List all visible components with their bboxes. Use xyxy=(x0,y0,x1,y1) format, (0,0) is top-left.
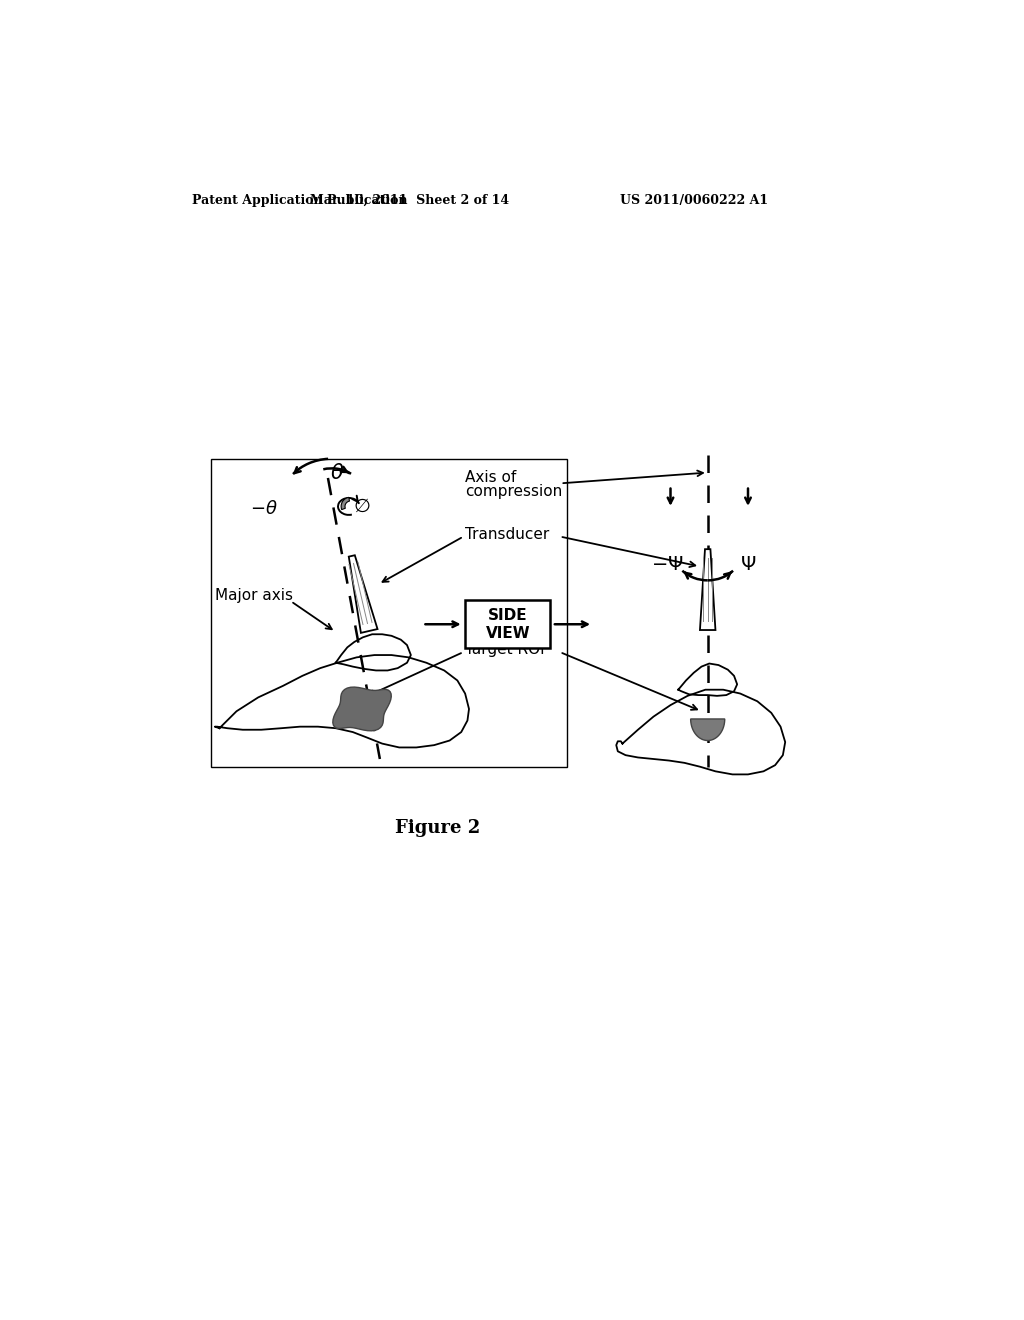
Polygon shape xyxy=(700,549,716,630)
Text: $-\Psi$: $-\Psi$ xyxy=(651,556,684,574)
Text: compression: compression xyxy=(465,483,562,499)
Text: $\Psi$: $\Psi$ xyxy=(740,556,756,574)
Text: Patent Application Publication: Patent Application Publication xyxy=(191,194,408,207)
Polygon shape xyxy=(690,719,725,741)
Text: Figure 2: Figure 2 xyxy=(395,820,480,837)
Text: SIDE: SIDE xyxy=(488,607,527,623)
Text: Axis of: Axis of xyxy=(465,470,516,486)
Text: Transducer: Transducer xyxy=(465,527,549,541)
Text: $-\theta$: $-\theta$ xyxy=(250,500,278,517)
Text: US 2011/0060222 A1: US 2011/0060222 A1 xyxy=(621,194,768,207)
Polygon shape xyxy=(333,688,391,731)
Text: $\varnothing$: $\varnothing$ xyxy=(353,498,371,515)
Wedge shape xyxy=(341,498,349,510)
Text: VIEW: VIEW xyxy=(485,626,530,642)
Bar xyxy=(465,601,550,648)
Text: Mar. 10, 2011  Sheet 2 of 14: Mar. 10, 2011 Sheet 2 of 14 xyxy=(310,194,509,207)
Text: Target ROI: Target ROI xyxy=(465,642,545,657)
Text: $\theta$: $\theta$ xyxy=(330,462,344,483)
Bar xyxy=(211,459,567,767)
Polygon shape xyxy=(349,556,378,632)
Text: Major axis: Major axis xyxy=(215,589,293,603)
